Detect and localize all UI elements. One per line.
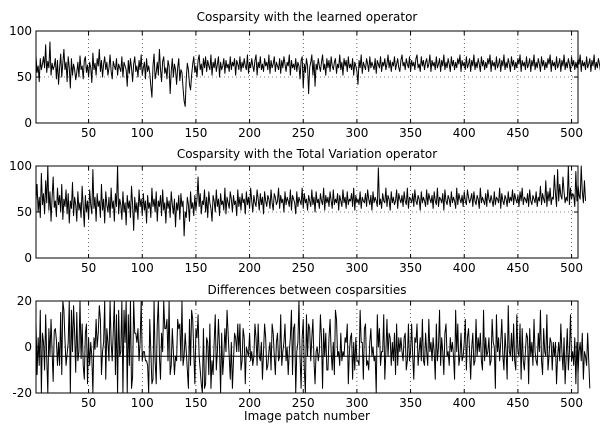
x-tick-label: 100 [131, 261, 154, 275]
x-tick-label: 150 [184, 261, 207, 275]
y-tick-label: 20 [17, 294, 32, 308]
panel-differences: Differences between cosparsities 50 100 15… [12, 283, 591, 410]
x-tick-label: 350 [399, 396, 422, 410]
x-axis-label: Image patch number [244, 409, 370, 423]
x-tick-label: 200 [238, 396, 261, 410]
x-tick-label: 300 [345, 396, 368, 410]
x-tick-label: 250 [292, 396, 315, 410]
x-tick-label: 350 [399, 126, 422, 140]
marks [35, 300, 591, 394]
x-tick-label: 450 [506, 126, 529, 140]
x-tick-label: 50 [81, 261, 96, 275]
grid [36, 301, 578, 393]
panel-title: Differences between cosparsities [208, 283, 407, 297]
grid [36, 31, 578, 123]
ticks: 50 100 150 200 250 300 350 400 450 500 -20 0 20 [12, 294, 583, 410]
x-tick-label: 300 [345, 126, 368, 140]
marks [35, 165, 587, 237]
x-tick-label: 250 [292, 126, 315, 140]
y-tick-label: 100 [9, 159, 32, 173]
y-tick-label: 100 [9, 24, 32, 38]
x-tick-label: 400 [453, 126, 476, 140]
series-line [35, 41, 600, 107]
x-tick-label: 50 [81, 396, 96, 410]
x-tick-label: 300 [345, 261, 368, 275]
y-tick-label: 0 [24, 251, 32, 265]
y-tick-label: -20 [12, 386, 32, 400]
panel-title: Cosparsity with the Total Variation oper… [177, 147, 437, 161]
panel-title: Cosparsity with the learned operator [197, 10, 418, 24]
x-tick-label: 100 [131, 396, 154, 410]
axes-frame [35, 30, 579, 124]
x-tick-label: 100 [131, 126, 154, 140]
x-tick-label: 50 [81, 126, 96, 140]
x-tick-label: 450 [506, 396, 529, 410]
x-tick-label: 200 [238, 261, 261, 275]
x-tick-label: 350 [399, 261, 422, 275]
x-tick-label: 500 [560, 126, 583, 140]
x-tick-label: 400 [453, 261, 476, 275]
y-tick-label: 50 [17, 70, 32, 84]
x-tick-label: 500 [560, 396, 583, 410]
ticks: 50 100 150 200 250 300 350 400 450 500 0 50 100 [9, 159, 583, 275]
y-tick-label: 0 [24, 116, 32, 130]
x-tick-label: 400 [453, 396, 476, 410]
axes-frame [35, 300, 579, 394]
panel-total-variation: Cosparsity with the Total Variation oper… [9, 147, 587, 275]
x-tick-label: 150 [184, 126, 207, 140]
y-tick-label: 0 [24, 340, 32, 354]
x-tick-label: 450 [506, 261, 529, 275]
series-line [35, 165, 587, 237]
ticks: 50 100 150 200 250 300 350 400 450 500 0 50 100 [9, 24, 583, 140]
x-tick-label: 500 [560, 261, 583, 275]
marks [35, 41, 600, 107]
panel-learned-operator: Cosparsity with the learned operator 50 1… [9, 10, 600, 140]
axes-frame [35, 165, 579, 259]
series-line [35, 300, 591, 394]
grid [36, 166, 578, 258]
x-tick-label: 250 [292, 261, 315, 275]
y-tick-label: 50 [17, 205, 32, 219]
x-tick-label: 150 [184, 396, 207, 410]
x-tick-label: 200 [238, 126, 261, 140]
